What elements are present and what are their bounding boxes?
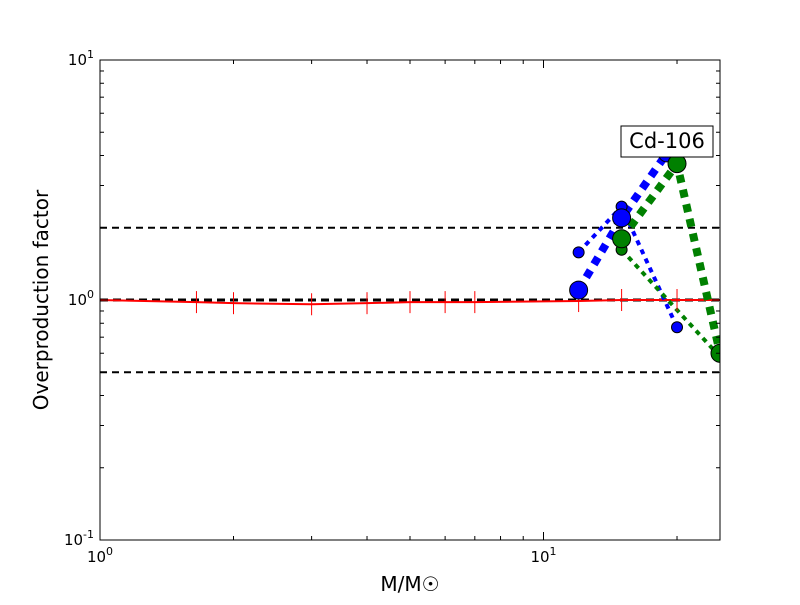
series-5-point (710, 343, 720, 363)
data-series (100, 143, 720, 363)
series-5-point (612, 229, 632, 249)
y-axis-label: Overproduction factor (29, 189, 53, 410)
annotation-label: Cd-106 (629, 129, 705, 153)
reference-lines (100, 226, 720, 374)
y-tick-label: 10-1 (64, 528, 94, 549)
y-tick-label: 100 (68, 288, 94, 309)
x-tick-label: 100 (87, 545, 113, 566)
series-3-line (575, 150, 671, 293)
series-2-point (671, 321, 684, 334)
series-2-point (572, 246, 585, 259)
y-tick-label: 101 (68, 48, 94, 69)
x-tick-label: 101 (530, 545, 556, 566)
plot-frame (99, 59, 721, 541)
x-axis-label: M/M☉ (380, 572, 439, 596)
annotation-box: Cd-106 (620, 125, 714, 158)
series-4-line (620, 248, 720, 359)
annotation-frame (620, 125, 714, 158)
series-3-point (612, 208, 632, 228)
series-3-point (569, 280, 589, 300)
series-1-line (100, 299, 720, 306)
